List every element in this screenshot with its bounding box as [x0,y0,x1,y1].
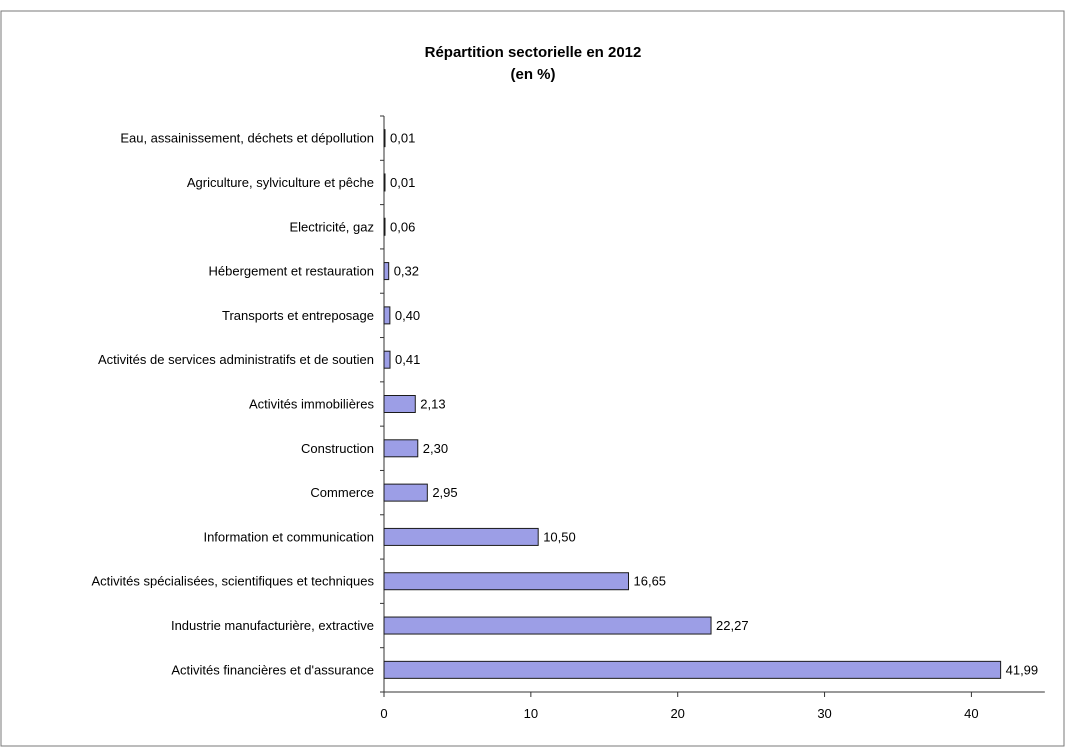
category-label: Activités de services administratifs et … [98,352,374,367]
data-label: 41,99 [1006,662,1039,677]
x-tick-label: 30 [817,706,831,721]
data-label: 16,65 [634,574,667,589]
chart-frame-border [0,10,1065,747]
category-label: Information et communication [203,529,374,544]
category-label: Activités immobilières [249,397,374,412]
data-label: 2,30 [423,441,448,456]
category-label: Activités financières et d'assurance [171,662,374,677]
category-label: Eau, assainissement, déchets et dépollut… [120,131,374,146]
data-label: 2,95 [432,485,457,500]
data-label: 0,01 [390,175,415,190]
data-label: 2,13 [420,397,445,412]
bar [383,483,428,502]
data-label: 0,32 [394,264,419,279]
category-label: Hébergement et restauration [209,264,374,279]
bar [383,616,712,635]
bar [383,173,386,192]
x-tick-label: 10 [524,706,538,721]
bar [383,350,391,369]
x-tick-label: 20 [670,706,684,721]
category-label: Commerce [310,485,374,500]
bar [383,439,419,458]
x-tick-label: 40 [964,706,978,721]
category-label: Transports et entreposage [222,308,374,323]
category-label: Construction [301,441,374,456]
category-label: Electricité, gaz [289,219,374,234]
bar [383,306,391,325]
bar [383,395,416,413]
chart-title: Répartition sectorielle en 2012 [424,44,642,61]
category-label: Activités spécialisées, scientifiques et… [91,574,374,589]
category-label: Industrie manufacturière, extractive [171,618,374,633]
data-label: 0,06 [390,219,415,234]
data-label: 10,50 [543,529,576,544]
bar [383,262,390,281]
bar [383,572,630,591]
data-label: 0,41 [395,352,420,367]
bar [383,129,386,148]
bar [383,217,386,236]
chart-subtitle: (en %) [510,66,556,83]
bar [383,527,539,546]
data-label: 0,40 [395,308,420,323]
bar [383,660,1002,679]
data-label: 22,27 [716,618,749,633]
x-tick-label: 0 [380,706,387,721]
category-label: Agriculture, sylviculture et pêche [187,175,374,190]
data-label: 0,01 [390,131,415,146]
